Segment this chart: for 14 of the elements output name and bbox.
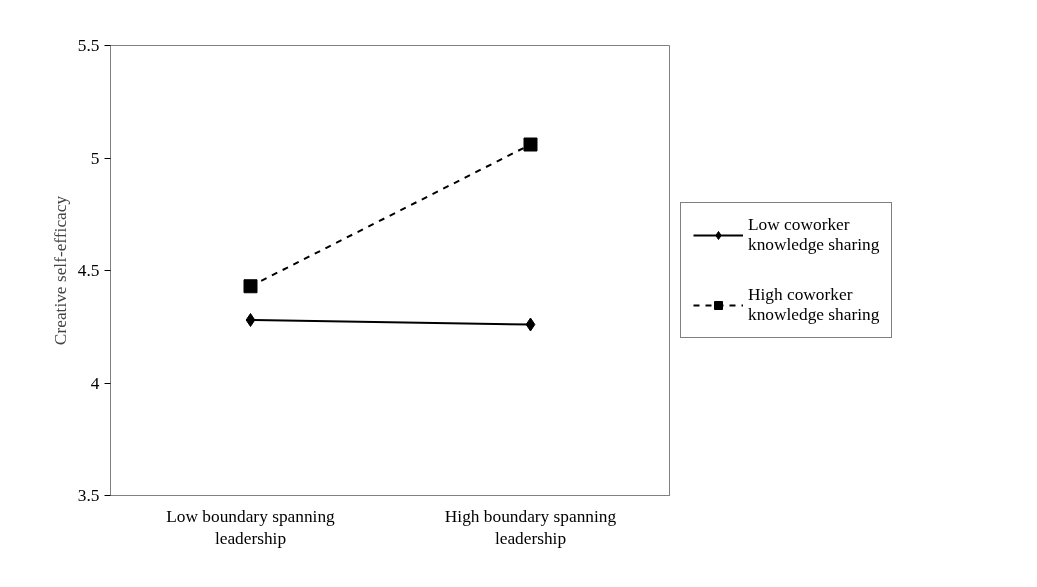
y-tick-label: 5: [90, 148, 100, 168]
x-tick-label: Low boundary spanning leadership: [166, 506, 336, 549]
y-axis-title: Creative self-efficacy: [50, 195, 70, 346]
point: [523, 137, 538, 152]
y-tick-label: 5.5: [77, 36, 100, 55]
legend-label: Low coworker knowledge sharing: [748, 215, 880, 255]
point: [245, 313, 256, 327]
point: [525, 317, 536, 332]
x-tick-label: High boundary spanning leadership: [444, 506, 617, 549]
y-tick-label: 3.5: [77, 486, 100, 505]
y-tick-label: 4: [90, 373, 100, 393]
legend-label: High coworker knowledge sharing: [748, 285, 880, 325]
y-tick-label: 4.5: [77, 261, 100, 280]
point: [243, 279, 258, 294]
